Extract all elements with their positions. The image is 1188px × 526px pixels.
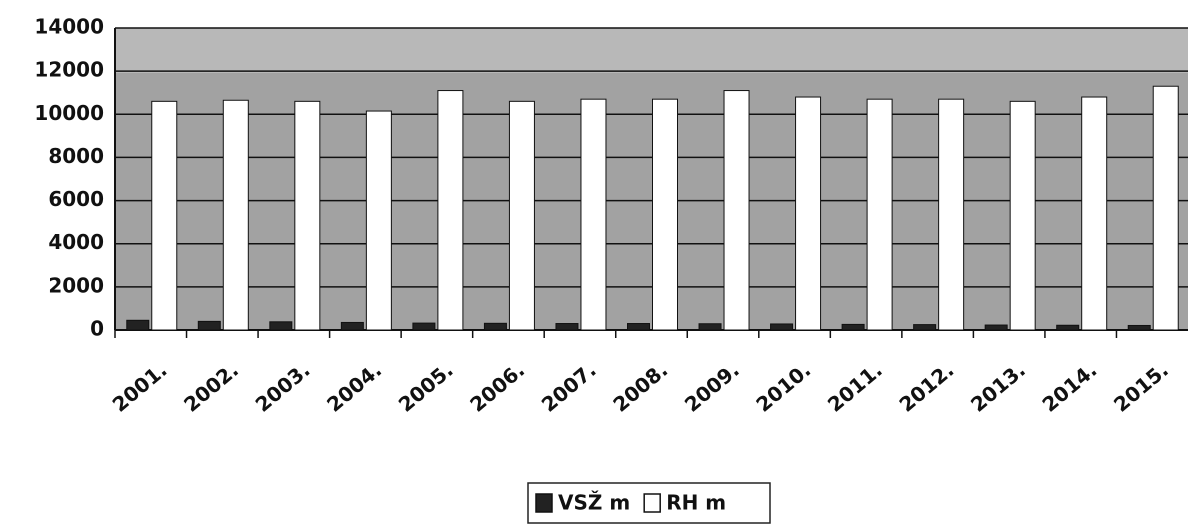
x-tick-label: 2015. <box>1109 358 1173 417</box>
bar <box>1152 85 1179 331</box>
legend-label: RH m <box>666 491 726 515</box>
bar <box>866 98 893 331</box>
x-tick-label: 2011. <box>823 358 887 417</box>
bar <box>984 324 1008 331</box>
bar <box>795 96 822 331</box>
bar <box>365 110 392 331</box>
bar <box>770 323 794 331</box>
bar <box>580 98 607 331</box>
x-tick-label: 2002. <box>179 358 243 417</box>
bar <box>222 99 249 331</box>
plot-area <box>115 28 1188 330</box>
x-tick-label: 2007. <box>537 358 601 417</box>
bar <box>412 322 436 331</box>
x-tick-label: 2014. <box>1038 358 1102 417</box>
x-tick-label: 2004. <box>322 358 386 417</box>
x-tick-label: 2001. <box>108 358 172 417</box>
plot-back-wall <box>115 28 1188 73</box>
bar <box>698 323 722 331</box>
bar <box>197 320 221 331</box>
bar <box>126 319 150 331</box>
bar <box>1009 100 1036 331</box>
x-tick-label: 2010. <box>751 358 815 417</box>
x-tick-label: 2003. <box>251 358 315 417</box>
bar <box>340 321 364 331</box>
bar <box>1127 324 1151 331</box>
bar <box>723 90 750 331</box>
bar <box>841 323 865 331</box>
bar <box>483 322 507 331</box>
y-tick-label: 0 <box>90 317 104 341</box>
bar <box>1081 96 1108 331</box>
y-tick-label: 8000 <box>48 144 104 168</box>
bar <box>151 100 178 331</box>
bar <box>508 100 535 331</box>
legend-label: VSŽ m <box>558 491 630 515</box>
x-tick-label: 2006. <box>465 358 529 417</box>
y-tick-label: 6000 <box>48 187 104 211</box>
y-tick-label: 10000 <box>34 101 104 125</box>
bar <box>913 324 937 331</box>
bar <box>555 323 579 331</box>
x-tick-label: 2013. <box>966 358 1030 417</box>
y-tick-label: 4000 <box>48 230 104 254</box>
legend-swatch <box>643 493 661 513</box>
bar <box>652 98 678 331</box>
bar <box>294 100 321 331</box>
y-tick-label: 14000 <box>34 15 104 39</box>
x-tick-label: 2008. <box>608 358 672 417</box>
legend-swatch <box>535 493 553 513</box>
x-tick-label: 2009. <box>680 358 744 417</box>
bar <box>627 323 650 331</box>
bar <box>1056 324 1080 331</box>
y-tick-label: 12000 <box>34 58 104 82</box>
bar <box>437 90 464 331</box>
y-tick-label: 2000 <box>48 273 104 297</box>
bar <box>938 98 965 331</box>
x-tick-label: 2012. <box>894 358 958 417</box>
x-tick-label: 2005. <box>394 358 458 417</box>
bar <box>269 321 293 331</box>
